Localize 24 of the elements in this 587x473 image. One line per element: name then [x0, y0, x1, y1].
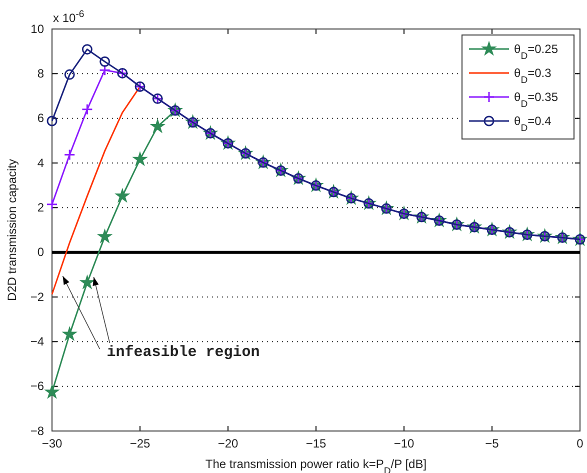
y-tick-label: −4	[30, 334, 44, 349]
y-tick-label: 4	[37, 156, 44, 170]
y-tick-label: 10	[30, 22, 44, 36]
y-axis-title: D2D transmission capacity	[5, 158, 19, 302]
y-tick-label: 8	[37, 66, 44, 81]
annotation: infeasible region	[106, 344, 260, 362]
x-tick-label: −20	[218, 436, 238, 451]
text: x 10$^{-6}$	[53, 8, 84, 25]
x-tick-label: 0	[576, 436, 584, 451]
x-tick-label: −25	[130, 436, 150, 451]
x-tick-label: −10	[394, 436, 414, 451]
y-tick-label: −2	[30, 290, 44, 304]
x-tick-label: −15	[306, 436, 326, 451]
x-tick-label: −30	[42, 436, 62, 451]
y-tick-label: −8	[30, 424, 44, 438]
legend-label: θ$_{D}$=0.4	[514, 114, 552, 134]
legend-label: θ$_{D}$=0.25	[514, 42, 558, 62]
y-tick-label: −6	[30, 379, 44, 394]
legend-label: θ$_{D}$=0.35	[514, 90, 558, 110]
legend-label: θ$_{D}$=0.3	[514, 66, 552, 86]
x-tick-label: −5	[485, 436, 500, 451]
y-tick-label: 2	[37, 200, 44, 215]
y-tick-label: 6	[37, 111, 44, 126]
y-tick-label: 0	[37, 245, 44, 260]
